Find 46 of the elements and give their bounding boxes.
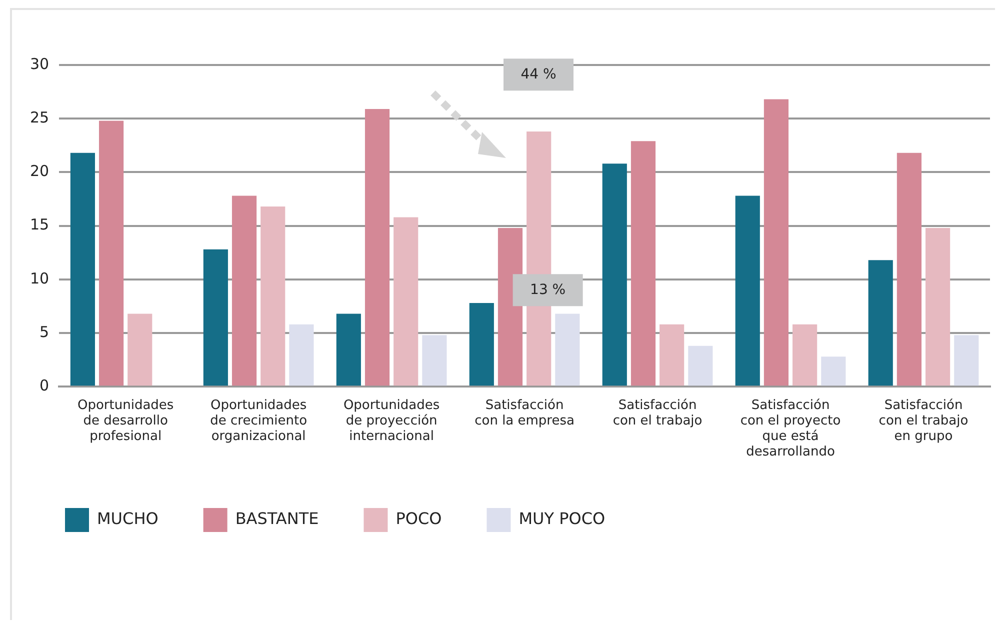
legend-label: POCO [396, 509, 442, 528]
bar [232, 196, 257, 386]
bar [630, 141, 656, 386]
legend-label: BASTANTE [235, 509, 319, 528]
bar [764, 99, 789, 386]
bar [926, 228, 950, 386]
bar [364, 108, 390, 386]
bar [498, 228, 523, 386]
x-tick-label: Satisfacción con la empresa [474, 398, 574, 428]
bar [128, 314, 152, 386]
bar [98, 120, 124, 386]
x-tick-label: Satisfacción con el trabajo [612, 398, 702, 428]
y-tick-label: 0 [40, 376, 50, 394]
bar [896, 152, 922, 386]
x-tick-label: Oportunidades de proyección internacional [343, 398, 440, 444]
bar [469, 302, 494, 386]
bar [821, 356, 846, 386]
bar [422, 335, 447, 386]
x-tick-label: Oportunidades de desarrollo profesional [77, 398, 174, 444]
annotation: 44 % [520, 66, 556, 82]
bar [660, 324, 684, 386]
legend-label: MUY POCO [518, 509, 606, 528]
bar [394, 217, 418, 386]
bar [555, 314, 580, 386]
y-tick-label: 5 [40, 322, 50, 341]
y-tick-label: 30 [30, 54, 50, 73]
annotation: 13 % [530, 282, 566, 298]
y-tick-label: 10 [30, 269, 50, 288]
bar [260, 206, 286, 386]
y-tick-label: 15 [30, 216, 50, 234]
bar [602, 164, 627, 386]
y-tick-label: 20 [30, 162, 50, 180]
bar [336, 314, 361, 386]
x-tick-label: Oportunidades de crecimiento organizacional [210, 398, 308, 444]
y-tick-label: 25 [30, 108, 50, 126]
x-tick-label: Satisfacción con el trabajo en grupo [878, 398, 968, 444]
x-tick-label: Satisfacción con el proyecto que está desarrollando [740, 398, 841, 460]
bar [792, 324, 818, 386]
bar [688, 346, 713, 386]
bar [868, 260, 893, 386]
bar [735, 196, 760, 386]
bar [954, 335, 979, 386]
legend-label: MUCHO [97, 509, 158, 528]
bar [203, 249, 228, 386]
bar [289, 324, 314, 386]
bar [70, 152, 95, 386]
